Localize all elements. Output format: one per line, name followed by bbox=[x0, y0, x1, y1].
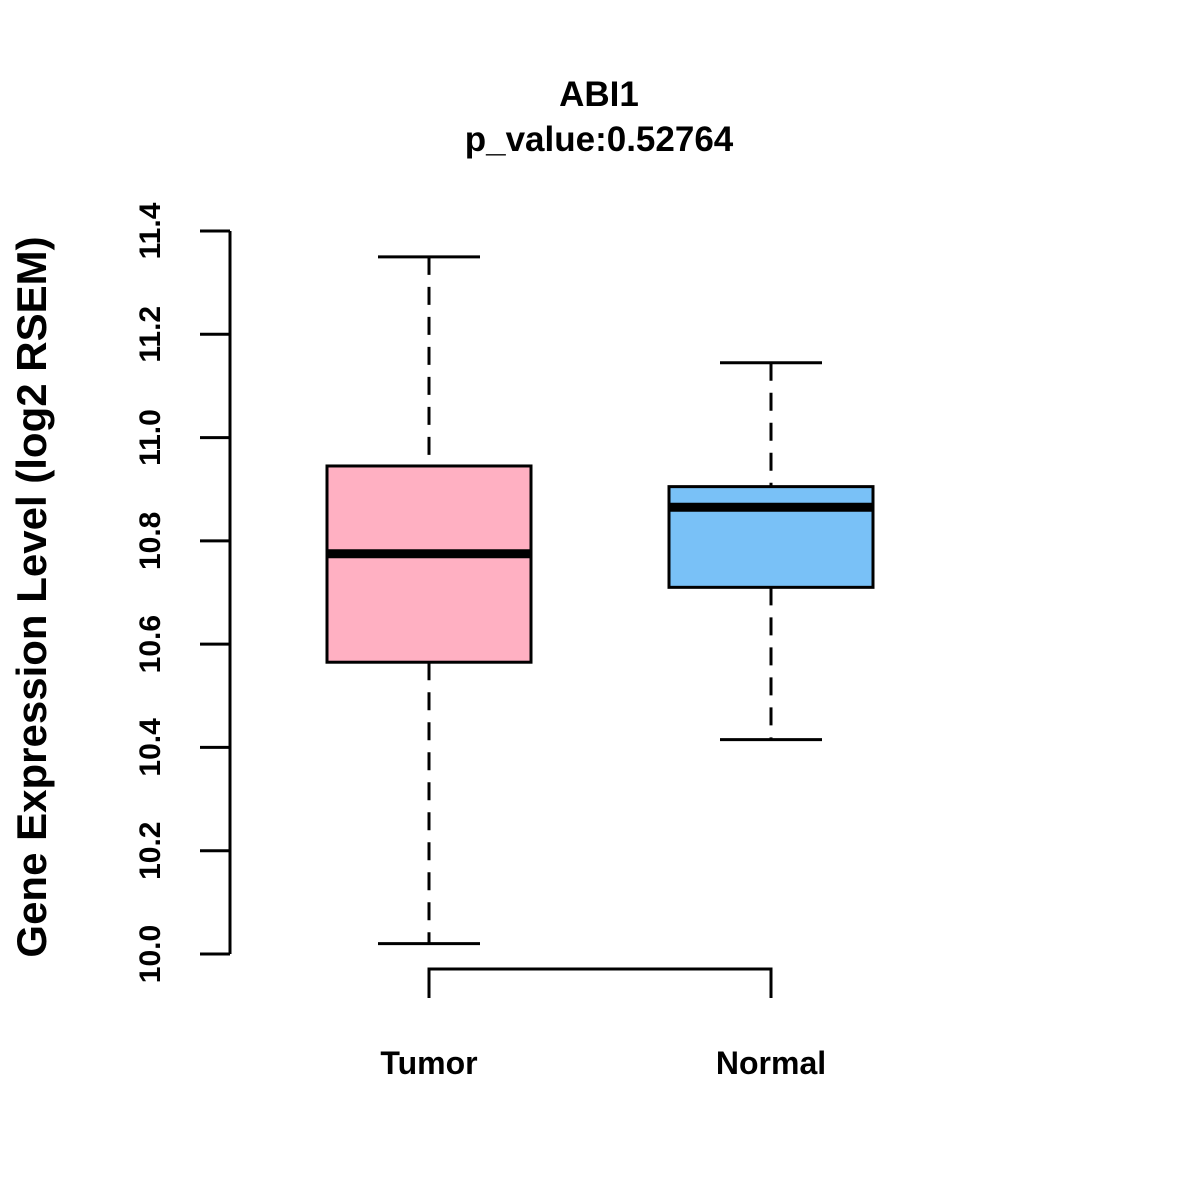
boxes bbox=[325, 255, 875, 946]
y-tick-label-3: 10.6 bbox=[134, 615, 167, 673]
bracket-line bbox=[427, 967, 773, 998]
x-tick-label-normal: Normal bbox=[716, 1045, 826, 1081]
y-tick-label-4: 10.8 bbox=[134, 512, 167, 570]
y-tick-label-5: 11.0 bbox=[134, 409, 167, 466]
box-tumor bbox=[325, 255, 533, 946]
y-tick-label-6: 11.2 bbox=[134, 306, 167, 363]
x-tick-labels: Tumor Normal bbox=[380, 1045, 826, 1081]
y-axis: 10.0 10.2 10.4 10.6 10.8 11.0 11.2 11.4 bbox=[134, 202, 232, 983]
y-tick-label-0: 10.0 bbox=[134, 925, 167, 983]
chart-subtitle: p_value:0.52764 bbox=[465, 120, 734, 159]
x-tick-label-tumor: Tumor bbox=[380, 1045, 477, 1081]
y-tick-label-2: 10.4 bbox=[134, 718, 167, 777]
y-tick-label-1: 10.2 bbox=[134, 822, 167, 880]
y-ticks: 10.0 10.2 10.4 10.6 10.8 11.0 11.2 11.4 bbox=[134, 202, 230, 983]
y-tick-label-7: 11.4 bbox=[134, 202, 167, 259]
comparison-bracket bbox=[427, 967, 773, 998]
iqr-box-0 bbox=[325, 464, 533, 664]
box-normal bbox=[667, 361, 875, 742]
chart-title: ABI1 bbox=[559, 75, 639, 114]
y-axis-label: Gene Expression Level (log2 RSEM) bbox=[8, 236, 55, 957]
iqr-box-1 bbox=[667, 485, 875, 589]
